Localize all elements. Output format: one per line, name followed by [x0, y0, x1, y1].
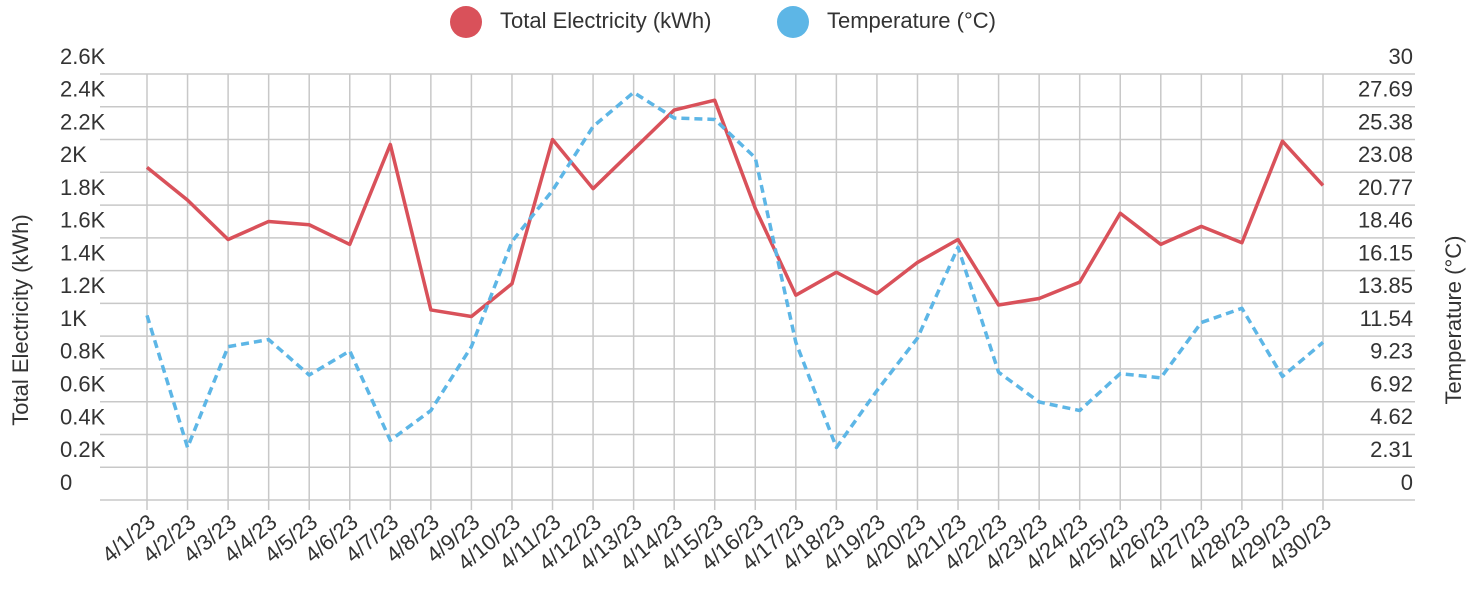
y-tick-label: 0.6K — [60, 372, 106, 397]
y-tick-label: 2K — [60, 142, 87, 167]
y2-tick-label: 23.08 — [1358, 142, 1413, 167]
y-tick-label: 0.4K — [60, 404, 106, 429]
series-line — [145, 90, 1325, 450]
y2-tick-label: 4.62 — [1370, 404, 1413, 429]
y-tick-label: 0.2K — [60, 437, 106, 462]
y-tick-label: 1K — [60, 306, 87, 331]
y2-tick-label: 2.31 — [1370, 437, 1413, 462]
y2-tick-label: 11.54 — [1360, 306, 1413, 331]
y-tick-label: 2.4K — [60, 77, 106, 102]
y-tick-label: 0 — [60, 470, 72, 495]
y2-tick-label: 30 — [1389, 44, 1413, 69]
y2-tick-label: 27.69 — [1358, 77, 1413, 102]
y2-axis-title: Temperature (°C) — [1441, 236, 1466, 405]
legend-label: Total Electricity (kWh) — [500, 8, 711, 33]
y-tick-label: 2.6K — [60, 44, 106, 69]
y-axis-title: Total Electricity (kWh) — [8, 214, 33, 425]
y-tick-label: 1.8K — [60, 175, 106, 200]
legend-label: Temperature (°C) — [827, 8, 996, 33]
y2-tick-label: 25.38 — [1358, 109, 1413, 134]
legend-marker — [777, 6, 809, 38]
y2-tick-label: 16.15 — [1358, 240, 1413, 265]
y-tick-label: 1.2K — [60, 273, 106, 298]
y-tick-label: 0.8K — [60, 339, 106, 364]
y-tick-label: 2.2K — [60, 109, 106, 134]
y2-tick-label: 9.23 — [1370, 339, 1413, 364]
y-tick-label: 1.6K — [60, 208, 106, 233]
y2-tick-label: 18.46 — [1358, 208, 1413, 233]
y2-tick-label: 13.85 — [1358, 273, 1413, 298]
series-line — [145, 98, 1325, 319]
y-tick-label: 1.4K — [60, 240, 106, 265]
legend-marker — [450, 6, 482, 38]
y2-tick-label: 20.77 — [1358, 175, 1413, 200]
y2-tick-label: 0 — [1401, 470, 1413, 495]
y2-tick-label: 6.92 — [1370, 372, 1413, 397]
